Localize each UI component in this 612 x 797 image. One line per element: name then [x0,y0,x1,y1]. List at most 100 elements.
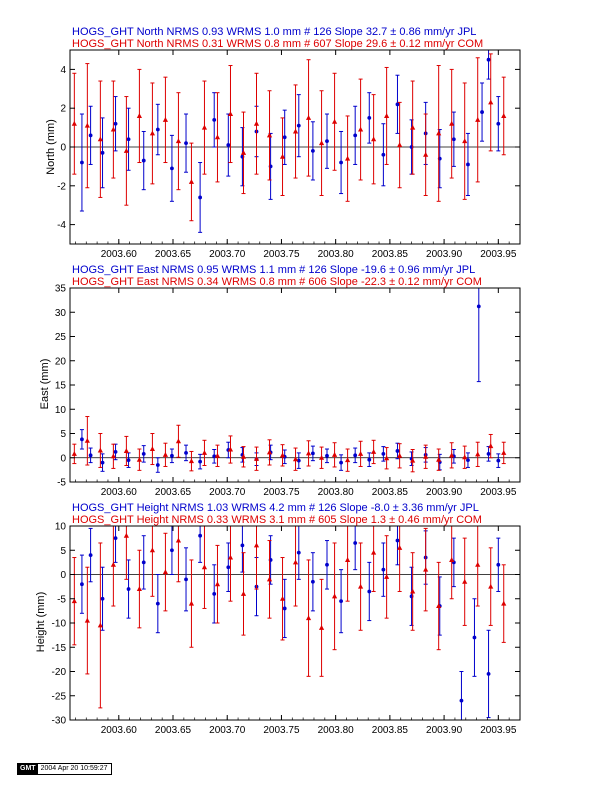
east-jpl-point [80,437,84,442]
east-com-point [266,449,273,455]
panel-height-plot: 2003.60 2003.65 2003.70 2003.75 2003.80 2003.… [52,522,521,736]
north-xtick-label: 2003.75 [263,249,300,260]
east-com-point [240,453,247,459]
gmt-logo: GMT [18,764,38,774]
north-com-point [201,124,208,130]
north-com-point [410,124,416,130]
east-com-point [501,450,507,455]
height-com-point [97,622,103,628]
east-jpl-point [141,451,146,456]
panel-height-ylabel: Height (mm) [35,592,47,653]
east-ytick-label: 5 [60,429,66,440]
height-com-point [331,593,338,599]
height-com-point [462,578,468,584]
east-ytick-label: 35 [55,284,67,295]
north-com-point [358,126,364,132]
height-com-point [227,554,234,560]
east-com-point [279,452,286,458]
east-com-point [436,456,442,462]
north-com-point [240,150,247,155]
height-jpl-point [100,596,105,601]
north-ytick-label: 0 [60,143,66,154]
height-jpl-point [367,589,372,594]
north-com-point [331,118,338,124]
panel-height-header-jpl: HOGS_GHT Height NRMS 1.03 WRMS 4.2 mm # … [72,502,479,514]
north-jpl-point [466,162,470,167]
east-jpl-point [184,451,188,455]
north-jpl-point [198,195,203,200]
height-ytick-label: -25 [52,691,67,702]
east-jpl-point [339,460,343,465]
east-ytick-label: 30 [55,308,67,319]
height-jpl-point [310,579,315,584]
north-xtick-label: 2003.80 [318,249,355,260]
east-com-point [344,457,351,463]
east-com-point [110,453,116,459]
height-xtick-label: 2003.90 [426,725,463,736]
east-jpl-point [170,453,174,458]
east-com-point [449,452,455,458]
north-com-point [266,132,273,138]
height-jpl-point [80,582,84,587]
north-com-point [292,128,299,134]
height-xtick-label: 2003.60 [101,725,138,736]
north-ytick-label: 4 [60,65,66,76]
east-xtick-label: 2003.70 [209,487,246,498]
east-xtick-label: 2003.80 [318,487,355,498]
north-ytick-label: -4 [57,220,66,231]
east-com-point [227,446,234,452]
north-com-point [136,113,142,118]
east-com-point [384,455,390,461]
east-jpl-point [381,451,386,456]
height-com-point [318,625,325,630]
panel-north-header-jpl: HOGS_GHT North NRMS 0.93 WRMS 1.0 mm # 1… [72,26,476,38]
east-com-point [97,447,103,453]
north-com-point [110,126,116,132]
height-jpl-point [113,536,118,541]
north-com-point [305,115,312,120]
height-jpl-point [126,587,131,591]
north-com-point [97,136,103,142]
height-com-point [358,583,364,589]
north-com-point [71,120,77,126]
height-com-point [397,545,403,550]
north-jpl-point [395,102,400,107]
east-xtick-label: 2003.60 [101,487,138,498]
east-ytick-label: 10 [55,405,67,416]
panel-east: HOGS_GHT East NRMS 0.95 WRMS 1.1 mm # 12… [39,264,521,498]
north-xtick-label: 2003.70 [209,249,246,260]
north-jpl-point [212,117,217,122]
north-jpl-point [339,160,343,165]
east-com-point [397,453,403,458]
height-ytick-label: 5 [60,546,66,557]
north-xtick-label: 2003.90 [426,249,463,260]
height-jpl-point [141,560,146,565]
height-jpl-point [184,577,188,582]
height-ytick-label: 0 [60,570,66,581]
east-com-point [201,450,208,455]
north-jpl-point [141,158,146,163]
height-jpl-point [325,562,329,567]
height-com-point [410,588,416,594]
height-com-point [110,562,116,567]
height-xtick-label: 2003.70 [209,725,246,736]
panel-east-header-jpl: HOGS_GHT East NRMS 0.95 WRMS 1.1 mm # 12… [72,264,475,276]
height-jpl-point [296,550,301,555]
north-jpl-point [155,127,160,132]
east-ytick-label: 15 [55,381,67,392]
north-com-point [449,120,455,126]
north-jpl-point [282,135,287,140]
east-com-point [84,437,90,443]
height-com-point [436,603,442,609]
east-jpl-point [212,454,217,459]
north-jpl-point [113,121,118,126]
east-com-point [475,451,481,457]
height-xtick-label: 2003.65 [155,725,192,736]
north-jpl-point [310,148,315,153]
north-jpl-point [480,110,484,114]
height-jpl-point [395,538,400,543]
east-com-point [462,454,468,460]
height-com-point [384,574,390,579]
east-com-point [371,449,377,454]
